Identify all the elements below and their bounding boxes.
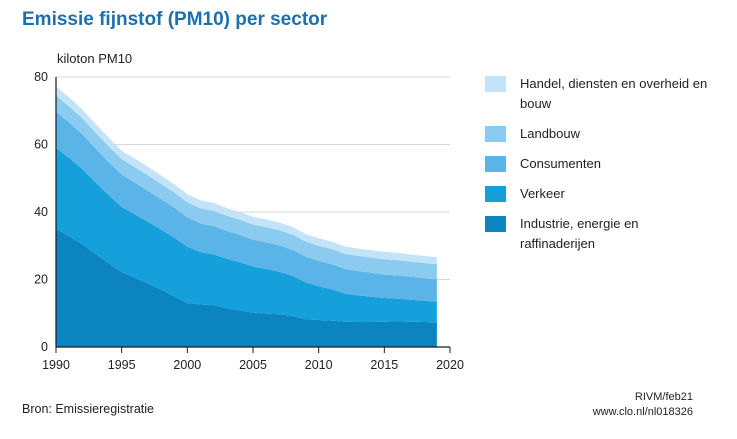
y-tick-label-60: 60 [34,138,48,152]
legend-label-handel: Handel, diensten en overheid en bouw [520,76,708,111]
y-tick-label-20: 20 [34,273,48,287]
y-tick-label-40: 40 [34,205,48,219]
legend-swatch-consumenten [485,156,506,172]
y-axis-label: kiloton PM10 [57,51,132,66]
x-tick-label-1995: 1995 [108,358,136,372]
x-tick-label-2020: 2020 [436,358,464,372]
legend-item-landbouw: Landbouw [485,124,715,144]
area-series-0 [56,228,437,347]
x-tick-label-2010: 2010 [305,358,333,372]
legend-label-landbouw: Landbouw [520,126,580,141]
area-series-3 [56,95,437,280]
credit-line-1: RIVM/feb21 [634,391,693,403]
legend-item-industrie: Industrie, energie en raffinaderijen [485,214,715,254]
legend-swatch-verkeer [485,186,506,202]
x-tick-label-2015: 2015 [370,358,398,372]
legend-label-verkeer: Verkeer [520,186,565,201]
legend-item-handel: Handel, diensten en overheid en bouw [485,74,715,114]
legend: Handel, diensten en overheid en bouw Lan… [485,74,715,264]
legend-swatch-landbouw [485,126,506,142]
legend-swatch-industrie [485,216,506,232]
credit-block: RIVM/feb21 www.clo.nl/nl018326 [593,390,693,420]
chart-title: Emissie fijnstof (PM10) per sector [22,9,328,30]
legend-item-verkeer: Verkeer [485,184,715,204]
tick-layer: 0 20 40 60 80 1990 1995 2000 2005 2010 2015 2020 [34,70,464,372]
legend-label-consumenten: Consumenten [520,156,601,171]
area-layer [56,86,437,347]
legend-swatch-handel [485,76,506,92]
y-tick-label-0: 0 [41,340,48,354]
area-series-1 [56,147,437,323]
x-tick-label-2005: 2005 [239,358,267,372]
area-series-2 [56,111,437,302]
x-tick-label-1990: 1990 [42,358,70,372]
legend-item-consumenten: Consumenten [485,154,715,174]
credit-line-2: www.clo.nl/nl018326 [592,406,693,418]
x-tick-label-2000: 2000 [173,358,201,372]
source-note: Bron: Emissieregistratie [22,402,154,416]
y-tick-label-80: 80 [34,70,48,84]
legend-label-industrie: Industrie, energie en raffinaderijen [520,216,639,251]
